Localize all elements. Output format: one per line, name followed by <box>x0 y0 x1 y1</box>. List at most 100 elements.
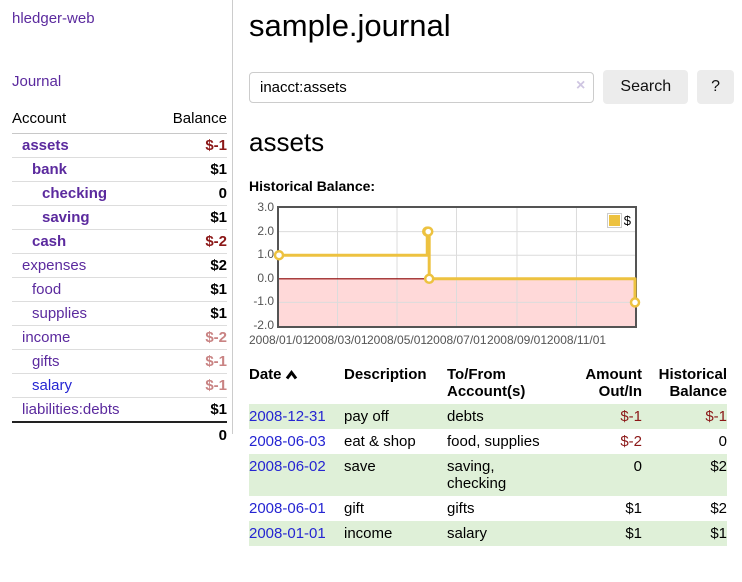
account-balance: $1 <box>154 277 227 302</box>
sidebar-account-link[interactable]: expenses <box>22 257 87 274</box>
transaction-accounts: gifts <box>447 500 475 517</box>
account-balance: $1 <box>154 205 227 230</box>
register-table-body: 2008-12-31 pay off debts $-1 $-1 2008-06-03 ea… <box>249 404 727 546</box>
y-axis-tick-label: -1.0 <box>253 294 274 309</box>
transaction-balance: 0 <box>718 433 727 450</box>
x-axis-tick-label: 2008/05/01 <box>366 333 428 347</box>
sidebar-account-link[interactable]: checking <box>42 185 108 202</box>
sort-ascending-icon <box>285 370 297 380</box>
transaction-accounts: saving, checking <box>447 458 507 492</box>
y-axis-tick-label: -2.0 <box>253 318 274 332</box>
x-axis-tick-label: 2008/03/01 <box>307 333 368 347</box>
transaction-balance: $-1 <box>705 408 727 425</box>
search-form: × Search ? <box>249 70 734 104</box>
transaction-description: pay off <box>344 408 389 425</box>
sidebar-account-link[interactable]: assets <box>22 137 69 154</box>
account-row: assets $-1 <box>12 134 227 158</box>
x-axis-tick-label: 2008/11/01 <box>546 333 607 347</box>
page-title: sample.journal <box>249 8 451 43</box>
sidebar-account-link[interactable]: liabilities:debts <box>22 401 120 418</box>
transaction-description: eat & shop <box>344 433 416 450</box>
register-row: 2008-01-01 income salary $1 $1 <box>249 521 727 546</box>
account-row: supplies $1 <box>12 301 227 326</box>
account-row: expenses $2 <box>12 253 227 278</box>
y-axis-tick-label: 2.0 <box>257 223 274 238</box>
clear-search-icon[interactable]: × <box>576 76 586 94</box>
app-brand-link[interactable]: hledger-web <box>12 10 95 27</box>
account-row: liabilities:debts $1 <box>12 397 227 422</box>
account-balance: $-2 <box>154 325 227 350</box>
chart-canvas <box>273 208 641 326</box>
total-spacer <box>12 421 155 448</box>
chart-plot-area: $ <box>273 206 641 328</box>
total-balance: 0 <box>154 421 227 448</box>
account-row: cash $-2 <box>12 229 227 254</box>
series-color-swatch <box>606 213 622 228</box>
account-row: checking 0 <box>12 181 227 206</box>
sidebar-account-link[interactable]: saving <box>42 209 90 226</box>
account-balance: $-2 <box>154 229 227 254</box>
account-heading: assets <box>249 127 325 157</box>
sidebar: hledger-web Journal Account Balance asse… <box>0 0 233 448</box>
account-balance: $1 <box>154 157 227 182</box>
x-axis-tick-label: 2008/01/01 <box>248 333 310 347</box>
sidebar-account-link[interactable]: supplies <box>32 305 88 322</box>
account-balance: $1 <box>154 397 227 422</box>
account-balance: $-1 <box>154 373 227 398</box>
account-row: saving $1 <box>12 205 227 230</box>
sidebar-account-link[interactable]: cash <box>32 233 67 250</box>
x-axis-tick-label: 2008/09/01 <box>486 333 547 347</box>
balance-column-header: Balance <box>154 107 227 134</box>
account-column-header: Account <box>12 107 155 134</box>
transaction-date-link[interactable]: 2008-12-31 <box>249 408 326 425</box>
transaction-balance: $1 <box>710 525 727 542</box>
column-header-date[interactable]: Date <box>249 364 344 404</box>
register-table: Date Description To/From Account(s) Amou… <box>249 364 727 546</box>
transaction-accounts: food, supplies <box>447 433 540 450</box>
account-row: food $1 <box>12 277 227 302</box>
chart-title: Historical Balance: <box>249 178 376 194</box>
account-balance: $1 <box>154 301 227 326</box>
search-input[interactable] <box>249 71 595 103</box>
date-header-label: Date <box>249 366 282 383</box>
sidebar-account-link[interactable]: gifts <box>32 353 60 370</box>
chart-legend: $ <box>605 212 632 229</box>
transaction-balance: $2 <box>710 458 727 475</box>
transaction-description: gift <box>344 500 365 517</box>
register-row: 2008-06-02 save saving, checking 0 $2 <box>249 454 727 496</box>
register-row: 2008-12-31 pay off debts $-1 $-1 <box>249 404 727 429</box>
x-axis-tick-label: 2008/07/01 <box>426 333 487 347</box>
column-header-accounts: To/From Account(s) <box>447 366 526 400</box>
account-table-body: assets $-1 bank $1 checking 0 saving $1 cash $-2 e… <box>12 134 227 422</box>
transaction-date-link[interactable]: 2008-01-01 <box>249 525 326 542</box>
sidebar-item-journal[interactable]: Journal <box>12 73 62 90</box>
transaction-description: save <box>344 458 376 475</box>
register-row: 2008-06-03 eat & shop food, supplies $-2 0 <box>249 429 727 454</box>
transaction-accounts: debts <box>447 408 484 425</box>
transaction-date-link[interactable]: 2008-06-01 <box>249 500 326 517</box>
transaction-date-link[interactable]: 2008-06-03 <box>249 433 326 450</box>
transaction-amount: $-1 <box>620 408 642 425</box>
sidebar-account-link[interactable]: salary <box>32 377 73 394</box>
y-axis-tick-label: 1.0 <box>257 247 274 262</box>
transaction-date-link[interactable]: 2008-06-02 <box>249 458 326 475</box>
transaction-amount: $-2 <box>620 433 642 450</box>
account-balance: $-1 <box>205 137 227 154</box>
search-box: × <box>249 71 595 103</box>
search-button[interactable]: Search <box>603 70 689 104</box>
main-content: sample.journal × Search ? assets Histori… <box>249 0 734 546</box>
account-balance: $2 <box>154 253 227 278</box>
register-header-row: Date Description To/From Account(s) Amou… <box>249 364 727 404</box>
column-header-amount: Amount Out/In <box>585 366 642 400</box>
sidebar-account-link[interactable]: income <box>22 329 71 346</box>
sidebar-account-link[interactable]: food <box>32 281 62 298</box>
column-header-balance: Historical Balance <box>658 366 727 400</box>
account-row: bank $1 <box>12 157 227 182</box>
sidebar-account-link[interactable]: bank <box>32 161 68 178</box>
account-total-row: 0 <box>12 421 227 448</box>
column-header-description: Description <box>344 366 427 383</box>
y-axis-tick-label: 3.0 <box>257 200 274 214</box>
transaction-amount: $1 <box>625 525 642 542</box>
help-button[interactable]: ? <box>697 70 734 104</box>
y-axis-tick-label: 0.0 <box>257 270 274 285</box>
